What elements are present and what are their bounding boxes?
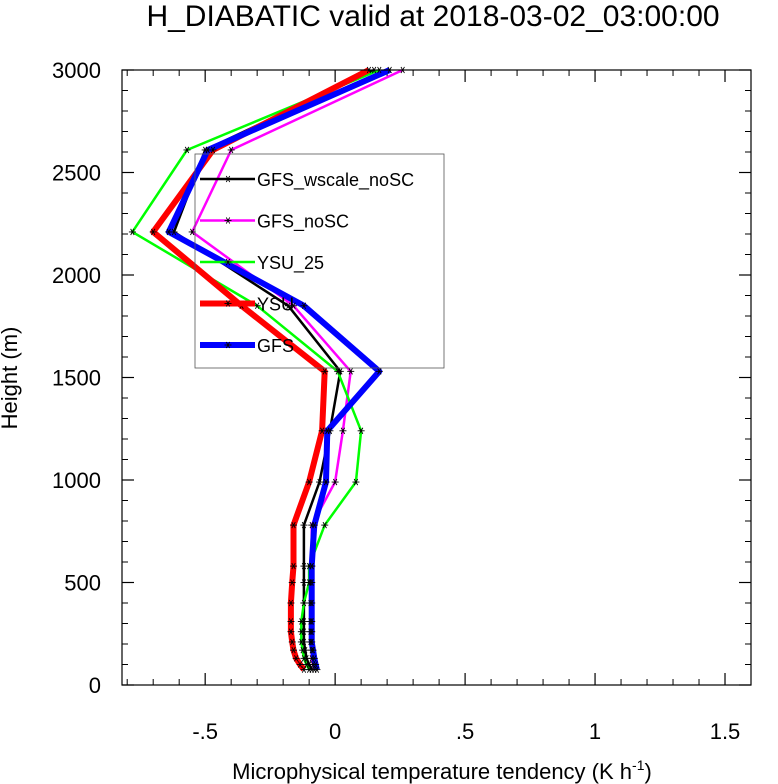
data-point-gfs <box>204 146 212 154</box>
data-point-gfs <box>308 638 316 646</box>
data-point-ysu <box>288 638 296 646</box>
series-line-gfs-wscale-nosc <box>172 68 375 671</box>
data-point-ysu-25 <box>297 628 305 635</box>
y-axis-label: Height (m) <box>0 327 22 430</box>
legend-label-gfs-nosc: GFS_noSC <box>257 212 349 233</box>
x-axis-label-main: Microphysical temperature tendency (K h <box>232 759 632 784</box>
legend-marker-gfs-nosc <box>224 217 232 224</box>
data-point-ysu <box>290 521 298 529</box>
data-point-gfs <box>308 599 316 607</box>
legend-marker-gfs <box>224 341 232 349</box>
data-point-gfs <box>308 618 316 625</box>
data-point-gfs-wscale-nosc <box>316 478 324 486</box>
data-point-gfs <box>309 646 317 654</box>
data-point-gfs <box>322 478 330 486</box>
data-point-gfs <box>312 661 320 668</box>
series-layer <box>128 66 407 673</box>
data-point-ysu-25 <box>300 655 308 662</box>
data-point-ysu <box>287 628 295 635</box>
y-tick-label: 500 <box>64 571 101 596</box>
data-point-gfs <box>310 655 318 662</box>
x-tick-label: 1 <box>589 719 601 744</box>
legend-box <box>194 153 445 369</box>
data-point-ysu-25 <box>297 638 305 646</box>
data-point-gfs <box>308 628 316 635</box>
series-line-ysu-25 <box>131 68 380 671</box>
legend-label-gfs: GFS <box>257 336 294 356</box>
y-tick-label: 3000 <box>52 58 101 83</box>
data-point-gfs-nosc <box>347 368 355 375</box>
legend-label-gfs-wscale-nosc: GFS_wscale_noSC <box>257 170 414 191</box>
data-point-gfs <box>313 666 321 673</box>
data-point-ysu <box>287 618 295 625</box>
data-point-gfs <box>300 302 308 310</box>
data-point-ysu <box>288 579 296 586</box>
x-axis-label-close: ) <box>644 759 651 784</box>
data-point-ysu <box>149 228 157 236</box>
legend: GFS_wscale_noSC GFS_noSC YSU_25 YSU GFS <box>194 153 445 369</box>
legend-marker-ysu <box>224 300 232 307</box>
legend-marker-ysu-25 <box>224 258 232 266</box>
data-point-gfs-nosc <box>331 478 339 486</box>
data-point-ysu-25 <box>300 599 308 607</box>
data-point-ysu-25 <box>183 146 191 154</box>
y-tick-label: 1000 <box>52 468 101 493</box>
data-point-gfs <box>165 228 173 236</box>
axis-ticks: 0 500 1000 1500 2000 2500 3000 -.5 0 .5 1 1.5 <box>52 58 752 744</box>
data-point-gfs <box>308 562 316 570</box>
legend-marker-gfs-wscale-nosc <box>224 175 232 183</box>
x-axis-label: Microphysical temperature tendency (K h-… <box>232 757 652 784</box>
data-point-gfs-nosc <box>290 302 298 310</box>
data-point-ysu <box>321 368 329 375</box>
data-point-gfs-wscale-nosc <box>300 521 308 529</box>
series-line-gfs <box>165 67 391 671</box>
x-tick-label: 0 <box>329 719 341 744</box>
chart-title: H_DIABATIC valid at 2018-03-02_03:00:00 <box>146 0 719 33</box>
plot-frame <box>121 69 752 686</box>
data-point-gfs <box>375 368 383 375</box>
data-point-gfs-nosc <box>227 146 235 154</box>
x-axis-label-superscript: -1 <box>632 757 645 773</box>
data-point-ysu <box>292 655 300 662</box>
data-point-ysu <box>287 599 295 607</box>
series-line-gfs-nosc <box>190 68 404 670</box>
data-point-ysu <box>305 478 313 486</box>
data-point-ysu-25 <box>352 478 360 486</box>
legend-label-ysu: YSU <box>257 295 294 315</box>
data-point-ysu-25 <box>128 228 136 236</box>
data-point-ysu <box>300 666 308 673</box>
data-point-ysu <box>290 646 298 654</box>
x-tick-label: .5 <box>456 719 474 744</box>
data-point-ysu-25 <box>321 521 329 529</box>
y-tick-label: 1500 <box>52 366 101 391</box>
x-tick-label: 1.5 <box>710 719 741 744</box>
data-point-gfs-nosc <box>188 228 196 236</box>
y-tick-label: 2500 <box>52 161 101 186</box>
data-point-ysu-25 <box>299 646 307 654</box>
data-point-ysu-25 <box>297 618 305 625</box>
y-tick-label: 2000 <box>52 263 101 288</box>
data-point-gfs <box>323 427 331 435</box>
data-point-ysu-25 <box>357 427 365 435</box>
data-point-gfs <box>310 521 318 529</box>
data-point-gfs <box>308 579 316 586</box>
data-point-gfs-nosc <box>339 427 347 435</box>
y-tick-label: 0 <box>89 673 101 698</box>
legend-label-ysu-25: YSU_25 <box>257 253 324 274</box>
data-point-ysu-25 <box>334 368 342 375</box>
data-point-ysu <box>290 562 298 570</box>
x-tick-label: -.5 <box>192 719 218 744</box>
data-point-ysu <box>296 661 304 668</box>
